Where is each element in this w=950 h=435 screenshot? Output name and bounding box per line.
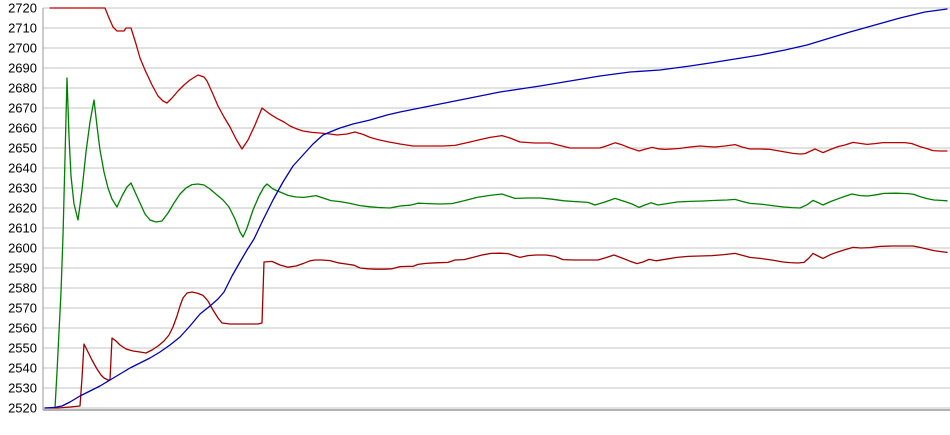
- y-axis-tick-label: 2640: [8, 161, 37, 176]
- y-axis-tick-label: 2720: [8, 1, 37, 16]
- y-axis-tick-label: 2690: [8, 61, 37, 76]
- y-axis-tick-label: 2630: [8, 181, 37, 196]
- blue-rising-line: [44, 8, 948, 409]
- y-axis-tick-label: 2530: [8, 381, 37, 396]
- upper-red-line: [49, 7, 948, 155]
- y-axis-tick-label: 2550: [8, 341, 37, 356]
- y-axis-tick-label: 2710: [8, 21, 37, 36]
- y-axis-tick-label: 2700: [8, 41, 37, 56]
- y-axis-tick-label: 2520: [8, 401, 37, 416]
- y-axis-tick-label: 2540: [8, 361, 37, 376]
- y-axis-tick-label: 2590: [8, 261, 37, 276]
- y-axis-tick-label: 2610: [8, 221, 37, 236]
- green-middle-line: [54, 77, 948, 409]
- y-axis-tick-label: 2670: [8, 101, 37, 116]
- y-axis-tick-label: 2560: [8, 321, 37, 336]
- y-axis-tick-label: 2660: [8, 121, 37, 136]
- lower-red-line: [44, 245, 948, 409]
- y-axis-tick-label: 2680: [8, 81, 37, 96]
- y-axis-tick-label: 2620: [8, 201, 37, 216]
- y-axis-tick-label: 2650: [8, 141, 37, 156]
- y-axis-tick-label: 2580: [8, 281, 37, 296]
- y-axis-tick-label: 2600: [8, 241, 37, 256]
- y-axis-tick-label: 2570: [8, 301, 37, 316]
